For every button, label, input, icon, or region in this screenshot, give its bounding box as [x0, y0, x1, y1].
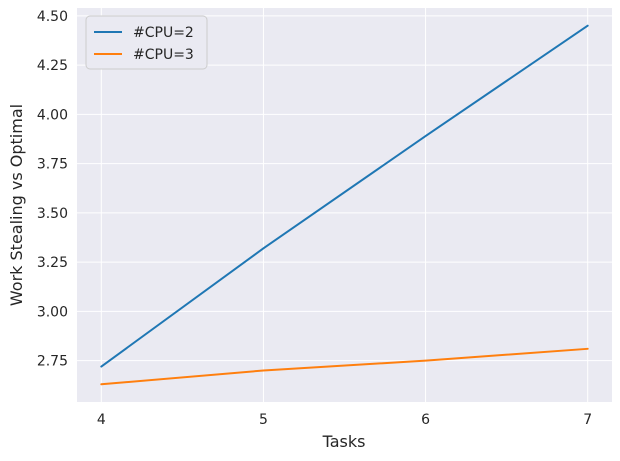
- y-axis-label: Work Stealing vs Optimal: [7, 104, 26, 306]
- x-tick-label: 5: [259, 412, 268, 428]
- y-tick-label: 3.50: [37, 206, 68, 222]
- y-tick-label: 4.00: [37, 107, 68, 123]
- series-line-2: [100, 347, 589, 386]
- y-tick-label: 3.00: [37, 304, 68, 320]
- y-tick-label: 2.75: [37, 354, 68, 370]
- grid-lines: [77, 8, 612, 402]
- legend-label-1: #CPU=2: [133, 25, 194, 41]
- x-axis-label: Tasks: [322, 432, 366, 451]
- y-tick-label: 4.25: [37, 58, 68, 74]
- plot-background: [77, 8, 612, 402]
- x-tick-label: 6: [421, 412, 430, 428]
- legend-label-2: #CPU=3: [133, 47, 194, 63]
- y-tick-labels: 2.75 3.00 3.25 3.50 3.75 4.00 4.25 4.50: [37, 9, 68, 370]
- series-line-1: [100, 24, 589, 368]
- legend: #CPU=2 #CPU=3: [85, 15, 208, 70]
- series-lines: [100, 24, 589, 386]
- legend-box: [85, 15, 208, 70]
- x-tick-label: 7: [583, 412, 592, 428]
- x-tick-label: 4: [97, 412, 106, 428]
- y-tick-label: 3.75: [37, 157, 68, 173]
- y-tick-label: 4.50: [37, 9, 68, 25]
- x-tick-labels: 4 5 6 7: [97, 412, 592, 428]
- y-tick-label: 3.25: [37, 255, 68, 271]
